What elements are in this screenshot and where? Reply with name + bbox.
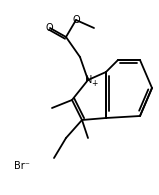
Text: N: N [85, 75, 93, 85]
Text: +: + [91, 80, 97, 89]
Text: O: O [45, 23, 53, 33]
Text: Br⁻: Br⁻ [14, 161, 30, 171]
Text: O: O [72, 15, 80, 25]
